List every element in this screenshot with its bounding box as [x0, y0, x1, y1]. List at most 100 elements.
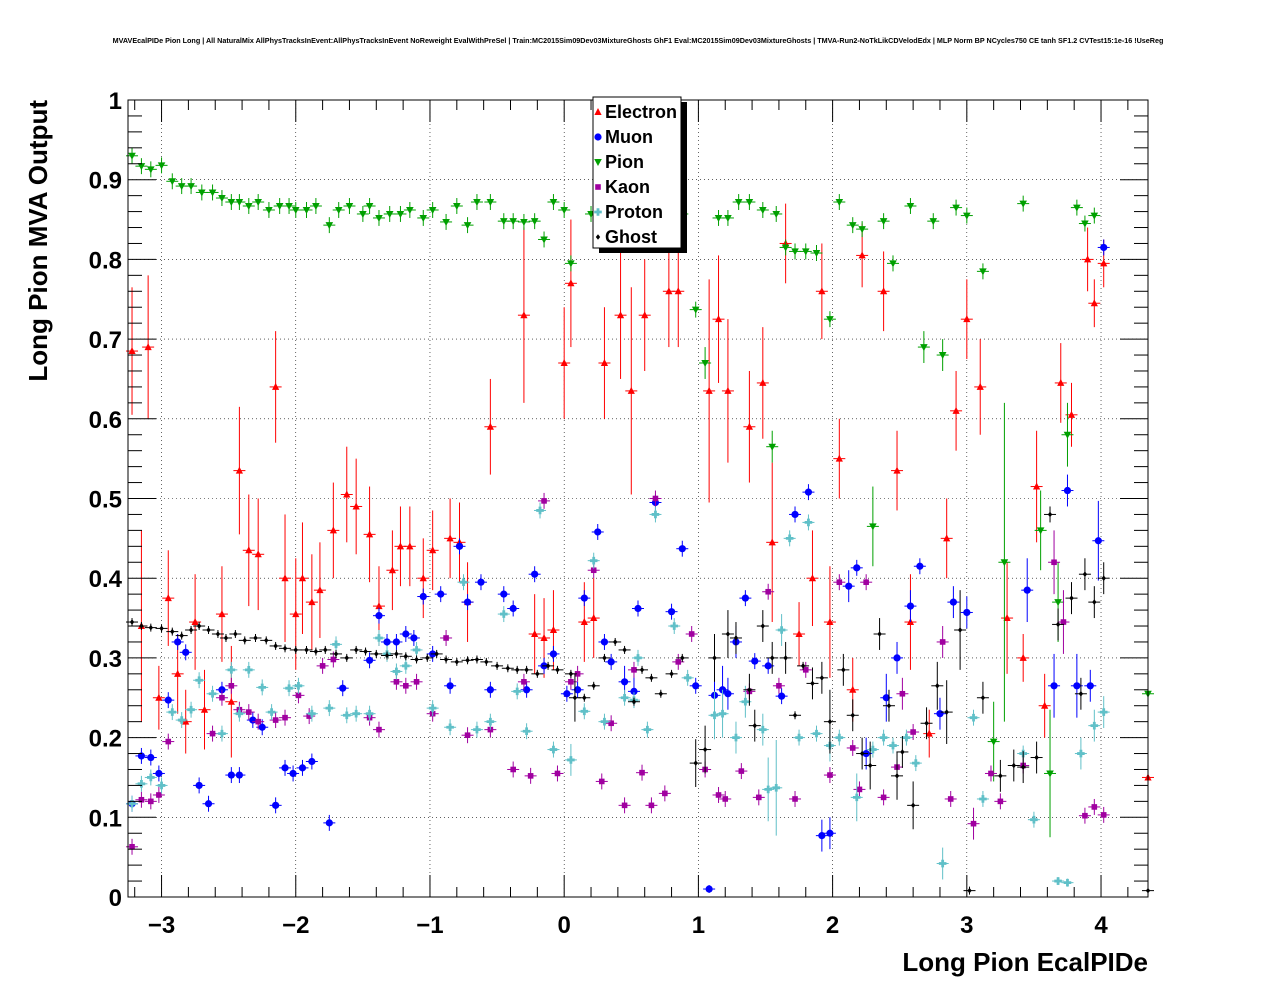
y-tick-label: 0 — [109, 885, 122, 912]
data-point — [168, 708, 177, 716]
data-point — [419, 574, 427, 582]
data-point — [989, 738, 998, 746]
data-point — [969, 713, 978, 722]
data-point — [352, 709, 360, 718]
data-point — [827, 772, 833, 778]
data-point — [486, 199, 495, 207]
data-point — [764, 785, 772, 794]
data-point — [549, 650, 558, 658]
data-point — [701, 360, 709, 368]
legend-item-electron: Electron — [594, 102, 677, 122]
y-tick-label: 0.7 — [89, 327, 122, 354]
data-point — [1063, 878, 1072, 887]
data-point — [852, 793, 861, 802]
data-point — [591, 682, 596, 689]
data-point — [308, 709, 316, 718]
data-point — [627, 386, 635, 394]
data-point — [772, 784, 781, 792]
data-point — [345, 203, 354, 211]
data-point — [841, 667, 846, 673]
data-point — [924, 720, 929, 727]
data-point — [1100, 812, 1107, 818]
data-point — [670, 622, 679, 630]
data-point — [428, 206, 437, 214]
data-point — [520, 218, 528, 226]
data-point — [281, 574, 289, 582]
data-point — [455, 542, 464, 550]
data-point — [484, 659, 489, 665]
data-point — [363, 648, 368, 655]
y-axis-label: Long Pion MVA Output — [23, 100, 53, 382]
data-point — [156, 792, 162, 798]
data-point — [253, 635, 258, 641]
data-point — [282, 645, 288, 652]
data-point — [191, 618, 199, 626]
data-point — [159, 625, 164, 632]
data-point — [293, 647, 298, 653]
series-electron — [126, 203, 1154, 794]
data-point — [527, 773, 534, 779]
data-point — [413, 679, 420, 685]
data-point — [521, 679, 527, 685]
data-point — [1030, 815, 1038, 824]
data-point — [505, 665, 511, 672]
data-point — [755, 794, 762, 801]
data-point — [375, 602, 383, 610]
data-point — [835, 454, 843, 462]
data-point — [1067, 410, 1076, 418]
data-point — [1033, 482, 1041, 490]
data-point — [218, 729, 226, 738]
data-point — [291, 206, 300, 214]
data-point — [963, 212, 971, 220]
data-point — [292, 610, 300, 618]
data-point — [800, 663, 806, 669]
data-point — [612, 639, 618, 645]
data-point — [770, 655, 775, 661]
series-ghost — [126, 506, 1154, 895]
data-point — [329, 526, 337, 534]
data-point — [812, 729, 821, 738]
data-point — [294, 681, 303, 690]
data-point — [863, 579, 869, 585]
data-point — [952, 406, 960, 414]
data-point — [403, 653, 409, 660]
data-point — [792, 712, 798, 719]
data-point — [680, 655, 685, 661]
series-muon — [126, 239, 1110, 894]
data-point — [1091, 804, 1098, 810]
x-tick-label: 2 — [826, 912, 839, 939]
data-point — [715, 792, 722, 798]
data-point — [289, 769, 297, 778]
data-point — [233, 631, 238, 637]
data-point — [272, 801, 280, 809]
data-point — [849, 685, 857, 693]
data-point — [867, 762, 873, 769]
legend-item-muon: Muon — [594, 127, 653, 147]
data-point — [522, 727, 531, 736]
data-point — [906, 203, 915, 211]
data-point — [738, 768, 745, 774]
data-point — [916, 562, 924, 570]
data-point — [826, 618, 834, 626]
data-point — [434, 651, 439, 657]
data-point — [745, 422, 753, 430]
data-point — [791, 510, 799, 519]
data-point — [168, 178, 177, 186]
data-point — [620, 678, 629, 686]
data-point — [639, 667, 645, 673]
data-point — [1084, 255, 1092, 263]
x-axis-label: Long Pion EcalPIDe — [902, 947, 1148, 977]
chart-title: MVAVEcalPIDe Pion Long | All NaturalMix … — [113, 36, 1164, 45]
data-point — [446, 682, 454, 690]
data-point — [419, 592, 427, 601]
data-point — [600, 359, 609, 367]
data-point — [1073, 682, 1081, 690]
data-point — [764, 662, 772, 670]
data-point — [674, 287, 682, 295]
data-point — [658, 690, 664, 697]
data-point — [549, 199, 558, 207]
data-point — [693, 760, 698, 766]
data-point — [265, 206, 273, 214]
data-point — [285, 684, 293, 692]
data-point — [836, 579, 843, 585]
